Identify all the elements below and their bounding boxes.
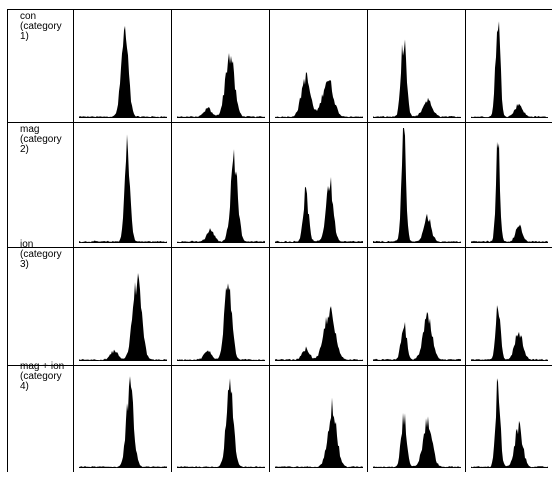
histogram-r3-c3 (275, 306, 363, 361)
histogram-r2-c4 (373, 128, 461, 243)
histogram-r1-c3 (275, 72, 363, 118)
row-label-con: con (category 1) (20, 11, 62, 42)
histogram-r3-c5 (471, 305, 548, 361)
histogram-r3-c1 (79, 273, 167, 361)
histogram-r4-c4 (373, 412, 461, 468)
histogram-r3-c4 (373, 312, 461, 361)
histogram-r1-c4 (373, 39, 461, 118)
histogram-grid-svg (7, 9, 552, 472)
histogram-r4-c3 (275, 397, 363, 468)
histogram-r1-c5 (471, 21, 548, 119)
row-label-mag-ion: mag + ion (category 4) (20, 361, 65, 392)
histogram-grid-figure: con (category 1) mag (category 2) ion (c… (7, 9, 552, 472)
histogram-r2-c2 (177, 149, 265, 243)
row-label-mag: mag (category 2) (20, 124, 62, 155)
histogram-r3-c2 (177, 283, 265, 361)
histogram-r2-c1 (79, 134, 167, 243)
histogram-r4-c1 (79, 376, 167, 468)
histogram-r4-c5 (471, 378, 548, 468)
histogram-r4-c2 (177, 378, 265, 468)
histogram-r2-c5 (471, 141, 548, 243)
histogram-r1-c2 (177, 53, 265, 118)
row-label-ion: ion (category 3) (20, 239, 62, 270)
histogram-r2-c3 (275, 177, 363, 243)
histogram-r1-c1 (79, 25, 167, 118)
